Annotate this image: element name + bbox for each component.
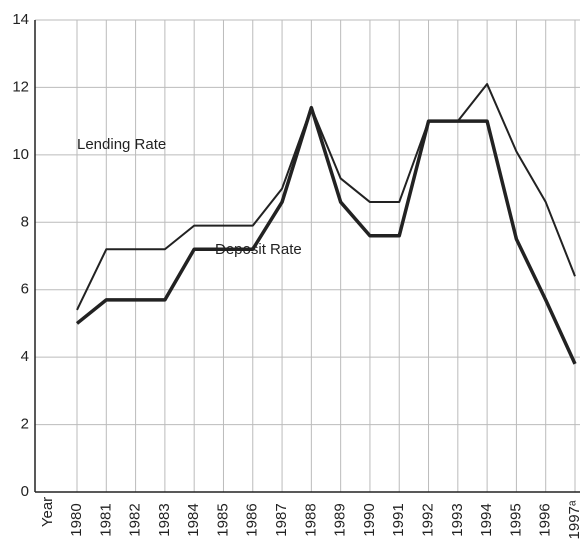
x-axis-title: Year <box>39 497 56 527</box>
series-label: Deposit Rate <box>215 241 302 258</box>
y-tick-label: 6 <box>21 281 29 298</box>
y-tick-label: 8 <box>21 213 29 230</box>
x-tick-label: 1997ᵃ <box>566 500 583 539</box>
x-tick-label: 1983 <box>156 503 173 536</box>
x-tick-label: 1991 <box>390 503 407 536</box>
x-tick-label: 1994 <box>478 503 495 536</box>
x-tick-label: 1988 <box>302 503 319 536</box>
x-tick-label: 1990 <box>361 503 378 536</box>
y-tick-label: 10 <box>12 146 29 163</box>
y-tick-label: 14 <box>12 11 29 28</box>
y-tick-label: 2 <box>21 416 29 433</box>
x-tick-label: 1987 <box>273 503 290 536</box>
x-tick-label: 1992 <box>419 503 436 536</box>
series-line <box>76 83 576 311</box>
y-tick-label: 12 <box>12 78 29 95</box>
x-tick-label: 1982 <box>127 503 144 536</box>
x-tick-label: 1993 <box>449 503 466 536</box>
y-tick-label: 0 <box>21 483 29 500</box>
x-tick-label: 1996 <box>537 503 554 536</box>
x-tick-label: 1989 <box>332 503 349 536</box>
x-tick-label: 1985 <box>214 503 231 536</box>
x-tick-label: 1981 <box>97 503 114 536</box>
y-tick-label: 4 <box>21 348 29 365</box>
x-tick-label: 1984 <box>185 503 202 536</box>
x-tick-label: 1980 <box>68 503 85 536</box>
x-tick-label: 1995 <box>507 503 524 536</box>
series-line <box>75 105 577 365</box>
x-tick-label: 1986 <box>244 503 261 536</box>
series-label: Lending Rate <box>77 136 166 153</box>
